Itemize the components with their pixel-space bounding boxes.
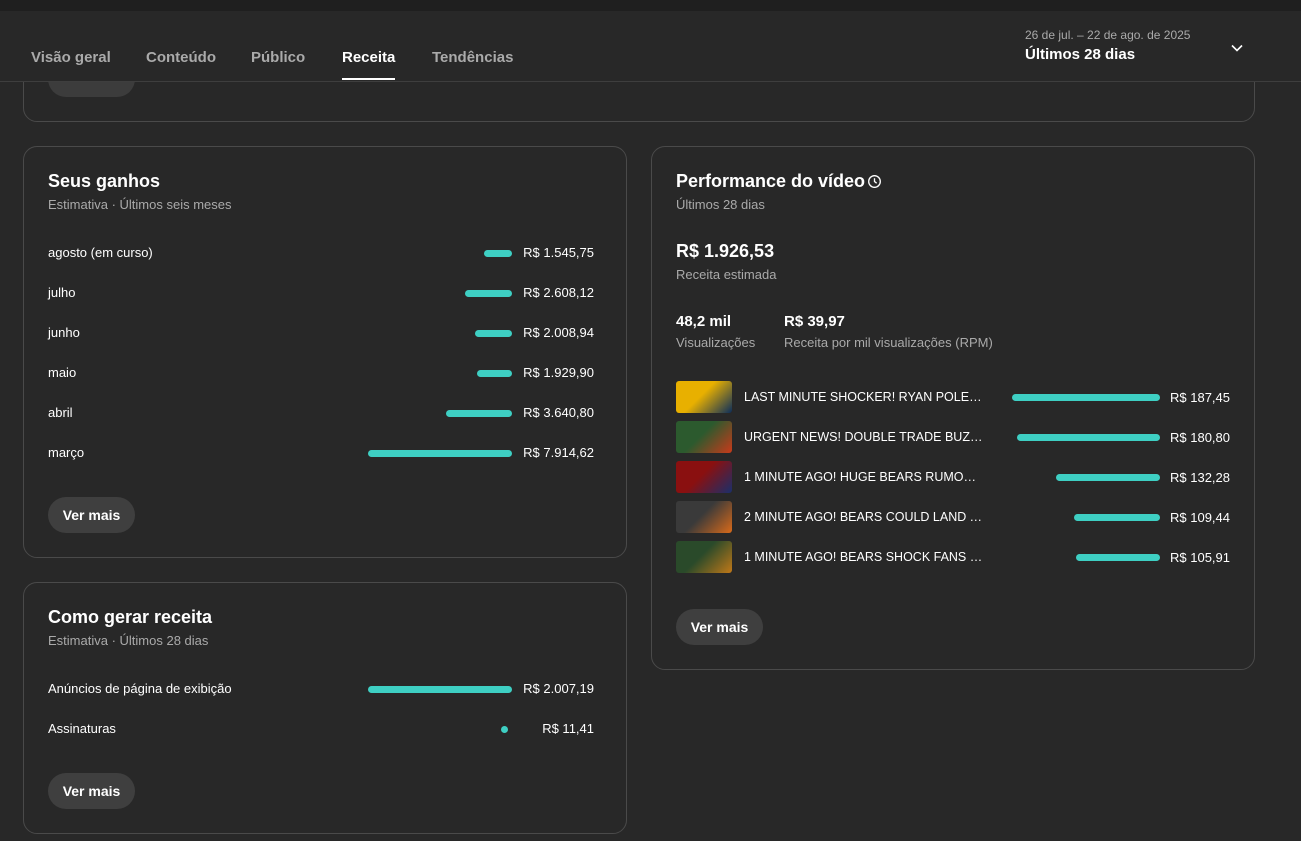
earnings-bar — [484, 250, 512, 257]
video-revenue-value: R$ 187,45 — [1170, 390, 1230, 405]
earnings-bar — [465, 290, 512, 297]
earnings-row-value: R$ 2.008,94 — [523, 325, 594, 340]
video-title[interactable]: 1 MINUTE AGO! BEARS SHOCK FANS B... — [744, 550, 984, 564]
video-performance-title: Performance do vídeo — [676, 171, 866, 191]
top-strip — [0, 0, 1301, 11]
video-revenue-bar — [1076, 554, 1160, 561]
earnings-row-label: maio — [48, 365, 77, 380]
video-title[interactable]: URGENT NEWS! DOUBLE TRADE BUZZ ... — [744, 430, 984, 444]
revenue-source-label: Assinaturas — [48, 721, 116, 736]
earnings-subtitle: Estimativa · Últimos seis meses — [48, 197, 232, 212]
earnings-row-label: junho — [48, 325, 80, 340]
revenue-source-label: Anúncios de página de exibição — [48, 681, 232, 696]
video-revenue-value: R$ 180,80 — [1170, 430, 1230, 445]
tab-audience[interactable]: Público — [251, 49, 306, 66]
views-value: 48,2 mil — [676, 313, 732, 330]
earnings-row-value: R$ 1.929,90 — [523, 365, 594, 380]
earnings-row-value: R$ 3.640,80 — [523, 405, 594, 420]
revenue-sources-card: Como gerar receita Estimativa · Últimos … — [23, 582, 627, 834]
earnings-bar — [477, 370, 512, 377]
video-performance-more-button[interactable]: Ver mais — [676, 609, 763, 645]
revenue-sources-title: Como gerar receita — [48, 607, 213, 627]
tab-content[interactable]: Conteúdo — [146, 49, 216, 66]
video-thumbnail[interactable] — [676, 461, 732, 493]
analytics-header: Visão geral Conteúdo Público Receita Ten… — [0, 11, 1301, 82]
video-title[interactable]: LAST MINUTE SHOCKER! RYAN POLES... — [744, 390, 984, 404]
earnings-row-label: julho — [48, 285, 76, 300]
video-revenue-bar — [1056, 474, 1160, 481]
video-revenue-bar — [1012, 394, 1160, 401]
earnings-row-value: R$ 2.608,12 — [523, 285, 594, 300]
chevron-down-icon[interactable] — [1230, 41, 1244, 55]
video-thumbnail[interactable] — [676, 541, 732, 573]
rpm-value: R$ 39,97 — [784, 313, 845, 330]
video-revenue-value: R$ 105,91 — [1170, 550, 1230, 565]
views-label: Visualizações — [676, 335, 756, 350]
earnings-row-label: março — [48, 445, 85, 460]
earnings-bar — [368, 450, 512, 457]
earnings-more-button[interactable]: Ver mais — [48, 497, 135, 533]
earnings-row-label: abril — [48, 405, 73, 420]
earnings-row-value: R$ 7.914,62 — [523, 445, 594, 460]
tab-overview[interactable]: Visão geral — [31, 49, 111, 66]
video-performance-subtitle: Últimos 28 dias — [676, 197, 765, 212]
revenue-source-dot — [501, 726, 508, 733]
revenue-source-value: R$ 11,41 — [542, 721, 594, 736]
revenue-source-bar — [368, 686, 512, 693]
earnings-card: Seus ganhos Estimativa · Últimos seis me… — [23, 146, 627, 558]
date-range-text[interactable]: 26 de jul. – 22 de ago. de 2025 — [1025, 28, 1191, 42]
estimated-revenue-value: R$ 1.926,53 — [676, 241, 775, 261]
revenue-sources-more-button[interactable]: Ver mais — [48, 773, 135, 809]
earnings-row-value: R$ 1.545,75 — [523, 245, 594, 260]
video-revenue-value: R$ 132,28 — [1170, 470, 1230, 485]
video-revenue-bar — [1074, 514, 1160, 521]
video-revenue-bar — [1017, 434, 1160, 441]
earnings-bar — [475, 330, 512, 337]
video-revenue-value: R$ 109,44 — [1170, 510, 1230, 525]
tab-trends[interactable]: Tendências — [432, 49, 514, 66]
video-thumbnail[interactable] — [676, 421, 732, 453]
earnings-title: Seus ganhos — [48, 171, 161, 191]
rpm-label: Receita por mil visualizações (RPM) — [784, 335, 993, 350]
earnings-bar — [446, 410, 512, 417]
video-performance-card: Performance do vídeo Últimos 28 dias R$ … — [651, 146, 1255, 670]
clock-icon[interactable] — [867, 174, 882, 189]
tab-revenue[interactable]: Receita — [342, 49, 396, 80]
video-title[interactable]: 1 MINUTE AGO! HUGE BEARS RUMOR ... — [744, 470, 984, 484]
revenue-sources-subtitle: Estimativa · Últimos 28 dias — [48, 633, 209, 648]
revenue-source-value: R$ 2.007,19 — [523, 681, 594, 696]
video-thumbnail[interactable] — [676, 381, 732, 413]
earnings-row-label: agosto (em curso) — [48, 245, 153, 260]
video-title[interactable]: 2 MINUTE AGO! BEARS COULD LAND T... — [744, 510, 984, 524]
video-thumbnail[interactable] — [676, 501, 732, 533]
date-period-text[interactable]: Últimos 28 dias — [1025, 46, 1136, 63]
estimated-revenue-label: Receita estimada — [676, 267, 777, 282]
